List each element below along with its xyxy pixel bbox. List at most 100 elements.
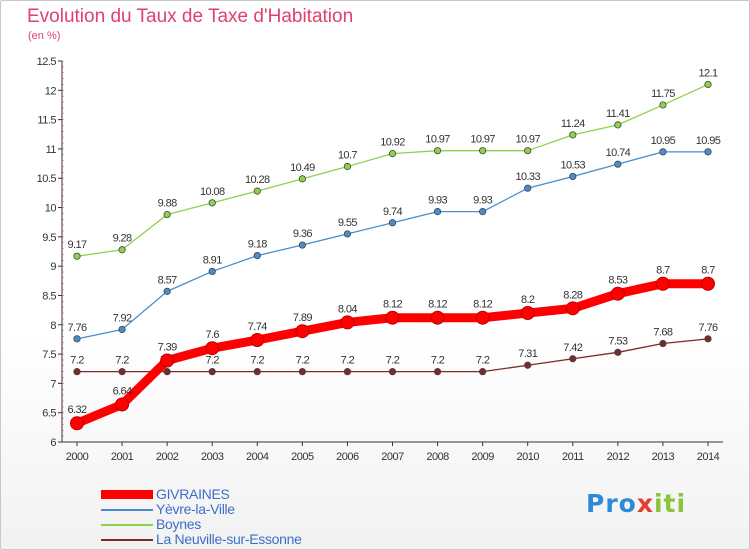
legend-item: GIVRAINES: [101, 486, 401, 502]
data-point: [208, 368, 216, 376]
data-label: 8.12: [473, 299, 492, 311]
data-label: 10.28: [245, 174, 270, 186]
data-label: 8.57: [158, 274, 177, 286]
legend-item: Boynes: [101, 516, 401, 532]
data-point: [433, 208, 442, 216]
data-label: 10.33: [515, 171, 540, 183]
data-point: [569, 355, 577, 363]
data-point: [343, 368, 352, 376]
data-label: 7.2: [386, 355, 400, 367]
data-point: [659, 148, 667, 156]
legend-swatch: [101, 490, 153, 499]
data-label: 9.18: [248, 239, 267, 251]
data-point: [115, 397, 130, 412]
x-tick-label: 2002: [156, 451, 179, 463]
y-tick-label: 8.5: [42, 290, 56, 302]
data-point: [433, 147, 442, 155]
data-label: 6.32: [67, 404, 86, 416]
x-tick-label: 2013: [652, 451, 675, 463]
x-tick-label: 2007: [381, 451, 404, 463]
data-point: [610, 286, 625, 301]
x-tick-label: 2003: [201, 451, 224, 463]
data-label: 11.24: [561, 118, 585, 130]
legend-item: La Neuville-sur-Essonne: [101, 531, 401, 547]
x-tick-label: 2011: [562, 451, 584, 463]
data-point: [253, 368, 261, 376]
data-point: [118, 325, 126, 334]
data-point: [433, 368, 442, 376]
data-point: [250, 333, 265, 348]
data-label: 10.08: [200, 186, 225, 198]
data-point: [208, 199, 216, 207]
data-point: [614, 160, 622, 168]
data-point: [614, 121, 622, 129]
data-label: 9.36: [293, 228, 312, 240]
data-point: [298, 175, 306, 183]
data-label: 10.92: [380, 137, 405, 149]
data-point: [524, 361, 532, 369]
data-point: [73, 252, 81, 260]
data-label: 12.1: [698, 67, 717, 79]
data-label: 10.49: [290, 162, 315, 174]
data-point: [565, 301, 580, 316]
data-point: [524, 184, 532, 192]
data-label: 7.2: [341, 355, 355, 367]
x-tick-label: 2006: [336, 451, 359, 463]
data-point: [655, 276, 670, 291]
data-point: [479, 368, 487, 376]
data-label: 8.12: [383, 299, 402, 311]
series-1: 7.76 7.92 8.57 8.91 9.18 9.36 9.55 9.74 9.93 9.93…: [67, 135, 721, 343]
y-tick-label: 6: [50, 437, 56, 449]
x-tick-label: 2000: [66, 451, 89, 463]
data-label: 7.42: [563, 342, 582, 354]
data-label: 9.93: [428, 195, 447, 207]
x-tick-label: 2008: [426, 451, 449, 463]
y-tick-label: 6.5: [42, 408, 56, 420]
data-point: [70, 416, 84, 431]
data-point: [520, 306, 535, 321]
data-point: [524, 147, 532, 155]
legend: GIVRAINES Yèvre-la-Ville Boynes La Neuvi…: [101, 486, 401, 547]
data-label: 8.7: [656, 265, 670, 277]
data-label: 10.97: [470, 134, 495, 146]
data-point: [160, 353, 175, 368]
data-label: 9.17: [67, 239, 86, 251]
y-tick-label: 8: [50, 320, 56, 332]
data-point: [388, 219, 397, 227]
data-point: [163, 210, 171, 219]
legend-item: Yèvre-la-Ville: [101, 501, 401, 517]
data-point: [388, 368, 397, 376]
data-point: [343, 162, 352, 171]
data-label: 10.95: [696, 135, 721, 147]
data-point: [253, 187, 261, 195]
data-label: 10.95: [651, 135, 676, 147]
data-label: 8.2: [521, 294, 535, 306]
data-label: 7.2: [476, 355, 490, 367]
y-tick-label: 10: [45, 203, 57, 215]
data-label: 7.2: [205, 355, 219, 367]
data-label: 6.64: [113, 385, 132, 397]
data-point: [569, 172, 577, 181]
data-label: 7.31: [518, 348, 537, 360]
data-label: 7.92: [113, 312, 132, 324]
data-label: 8.28: [563, 289, 582, 301]
data-point: [163, 368, 171, 376]
data-point: [704, 148, 712, 156]
data-label: 7.2: [70, 355, 84, 367]
x-tick-label: 2010: [516, 451, 539, 463]
data-point: [388, 150, 397, 158]
y-tick-label: 12: [45, 85, 57, 97]
data-point: [340, 315, 355, 330]
data-point: [118, 368, 126, 376]
data-point: [295, 324, 310, 339]
data-point: [659, 101, 667, 109]
data-label: 8.7: [701, 265, 715, 277]
x-tick-label: 2012: [607, 451, 630, 463]
y-tick-label: 7.5: [42, 349, 56, 361]
data-point: [298, 368, 306, 376]
data-point: [479, 208, 487, 216]
data-point: [569, 131, 577, 139]
data-label: 7.74: [248, 321, 267, 333]
data-point: [205, 341, 220, 356]
